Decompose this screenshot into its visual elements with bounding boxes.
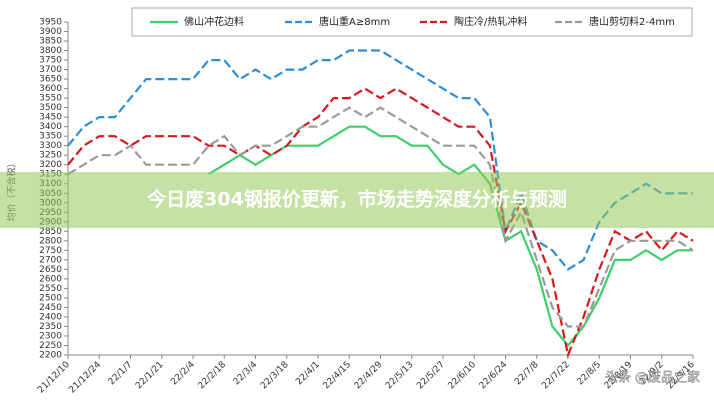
y-tick-label: 3350 <box>39 132 62 142</box>
y-tick-label: 3450 <box>39 113 62 123</box>
legend-label: 陶庄冷/热轧冲料 <box>454 15 527 28</box>
y-tick-label: 3800 <box>39 46 62 56</box>
y-tick-label: 3750 <box>39 56 62 66</box>
y-tick-label: 3900 <box>39 27 62 37</box>
series-line <box>67 49 693 271</box>
y-tick-label: 2700 <box>39 255 62 265</box>
legend-box <box>131 7 693 37</box>
legend-label: 唐山重A≥8mm <box>319 15 390 28</box>
y-tick-label: 2800 <box>39 236 62 246</box>
y-tick-label: 2500 <box>39 293 62 303</box>
legend-label: 佛山冲花边料 <box>184 15 244 28</box>
y-tick-label: 2450 <box>39 303 62 313</box>
y-tick-label: 2400 <box>39 312 62 322</box>
y-tick-label: 3850 <box>39 37 62 47</box>
y-tick-label: 2300 <box>39 331 62 341</box>
y-tick-label: 2350 <box>39 322 62 332</box>
y-tick-label: 3700 <box>39 65 62 75</box>
y-tick-label: 3300 <box>39 141 62 151</box>
series-line <box>67 87 694 359</box>
y-tick-label: 2250 <box>39 341 62 351</box>
legend-label: 唐山剪切料2-4mm <box>589 15 675 28</box>
y-tick-label: 2600 <box>39 274 62 284</box>
y-tick-label: 2200 <box>39 351 62 361</box>
y-tick-label: 3250 <box>39 151 62 161</box>
y-tick-label: 3950 <box>39 18 62 28</box>
y-tick-label: 2650 <box>39 265 62 275</box>
y-tick-label: 3600 <box>39 84 62 94</box>
y-tick-label: 3200 <box>39 160 62 170</box>
y-tick-label: 3550 <box>39 94 62 104</box>
y-tick-label: 2750 <box>39 246 62 256</box>
y-tick-label: 3650 <box>39 75 62 85</box>
banner-title: 今日废304钢报价更新，市场走势深度分析与预测 <box>146 188 567 211</box>
watermark: 头条 @废品之家 <box>605 370 700 386</box>
banner <box>0 172 714 228</box>
y-tick-label: 2550 <box>39 284 62 294</box>
y-tick-label: 3400 <box>39 122 62 132</box>
y-tick-label: 2850 <box>39 227 62 237</box>
series-line <box>208 125 693 348</box>
y-tick-label: 3500 <box>39 103 62 113</box>
series-line <box>67 106 694 328</box>
